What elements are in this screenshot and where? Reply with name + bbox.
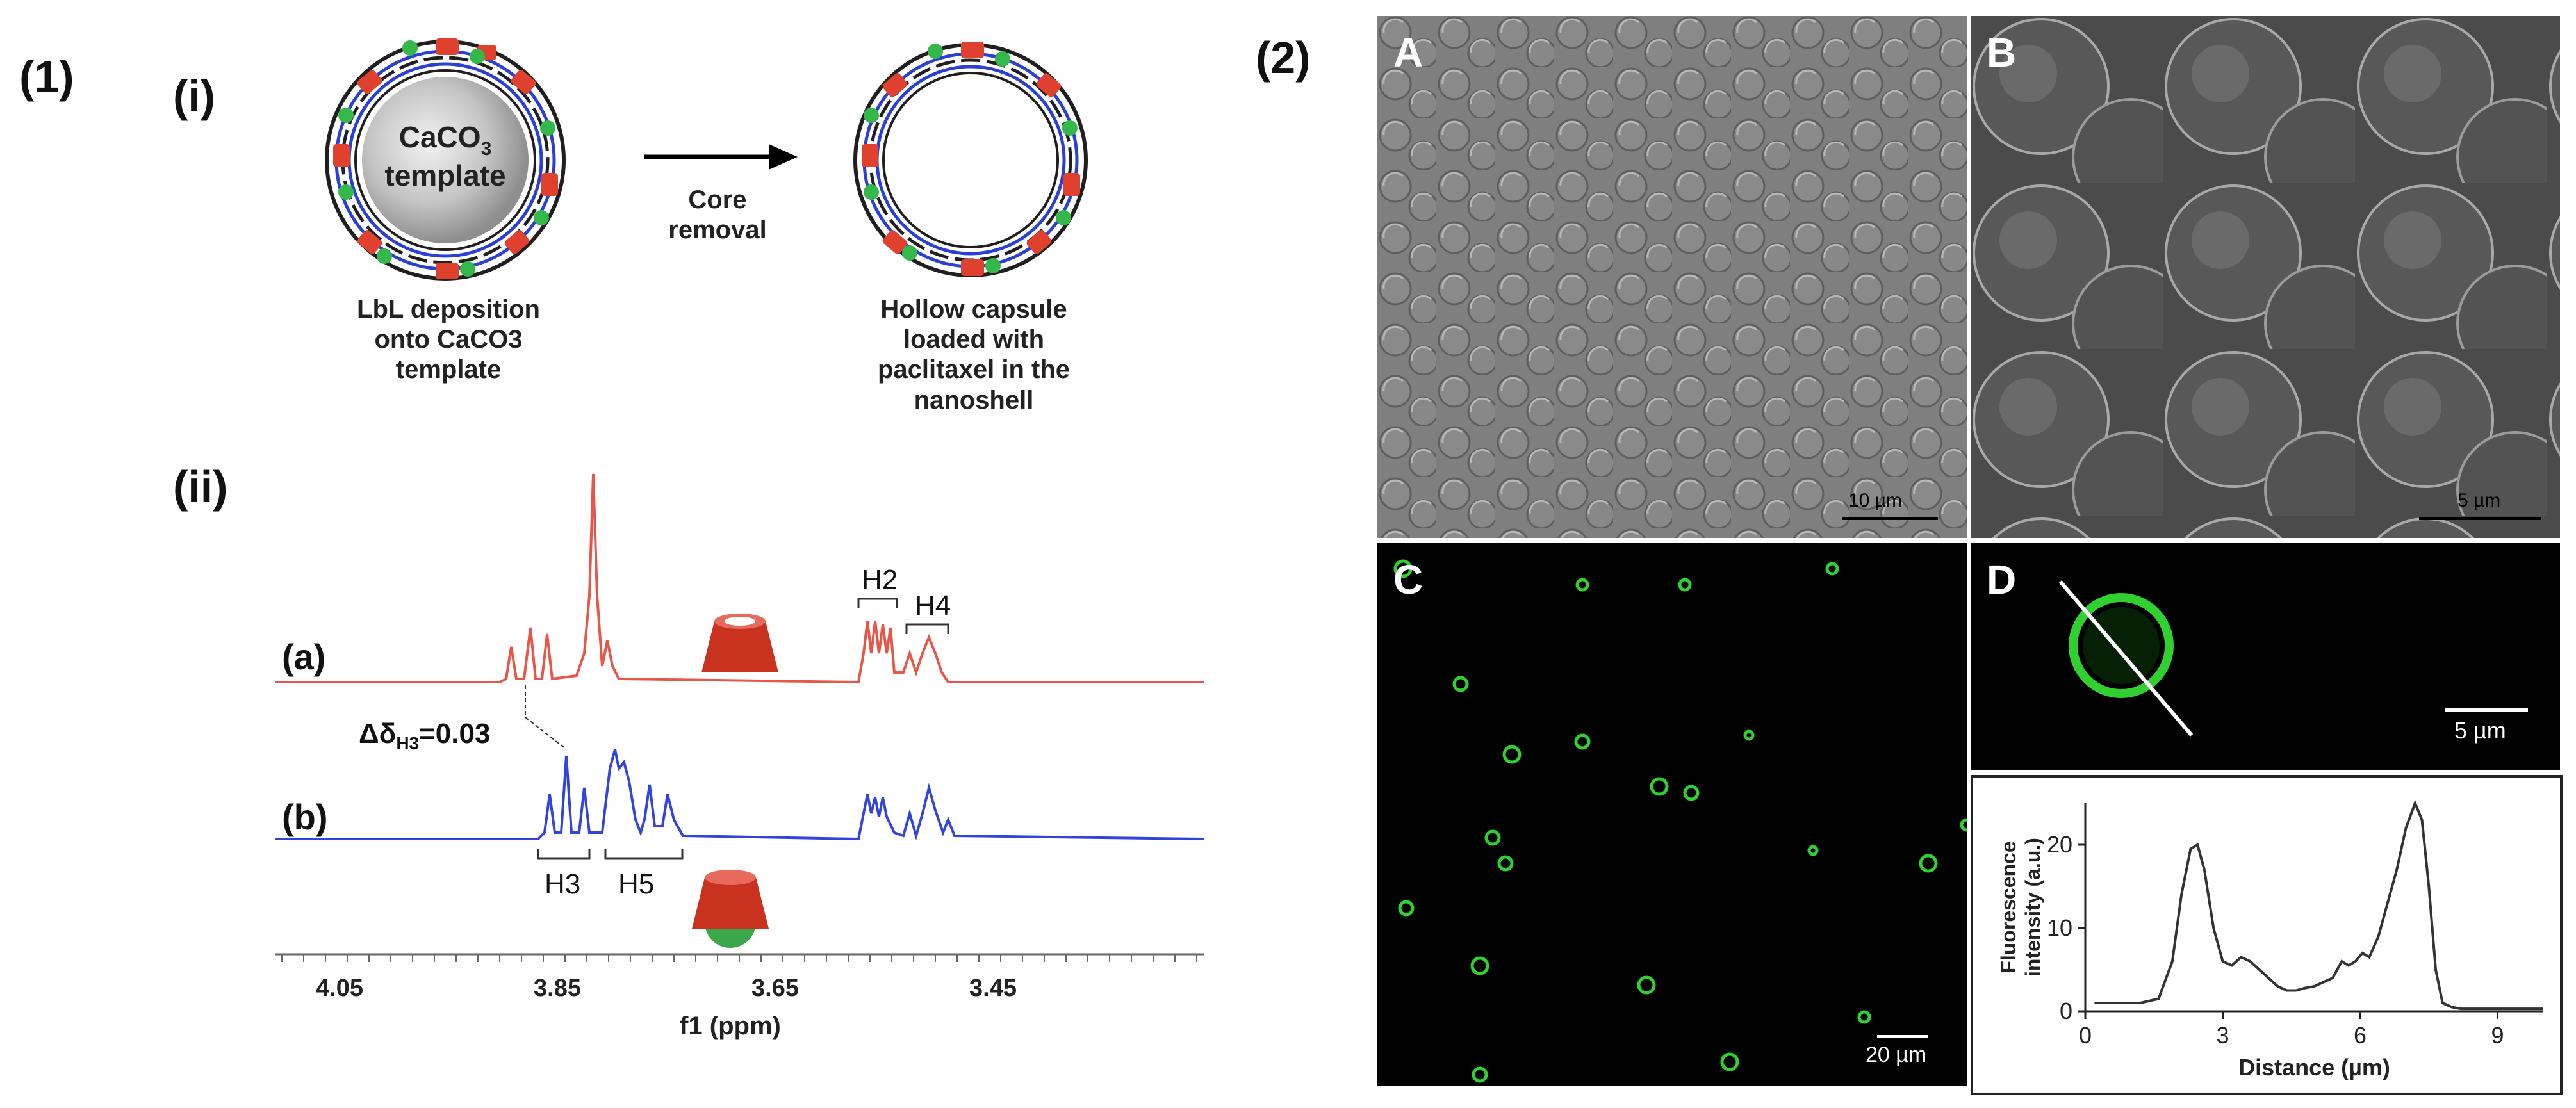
peak-h4-label: H4 — [915, 590, 951, 621]
micrograph-a-scale-text: 10 µm — [1848, 490, 1902, 511]
profile-x-tick-label-1: 3 — [2216, 1022, 2229, 1048]
intensity-profile-chart: 0 3 6 9 0 10 20 Distance (µm) Fluorescenceintens… — [1997, 799, 2543, 1080]
hollow-capsule — [853, 42, 1088, 277]
sub-ii-label: (ii) — [173, 462, 228, 512]
arrow-label-2: removal — [668, 216, 766, 244]
nmr-tick-1: 4.05 — [316, 975, 363, 1002]
micrograph-a-scale-bar — [1842, 517, 1938, 520]
micrograph-b-letter: B — [1987, 29, 2017, 76]
nmr-x-label: f1 (ppm) — [680, 1012, 781, 1040]
micrograph-d-scale-bar — [2445, 708, 2528, 712]
micrograph-d-letter: D — [1987, 557, 2017, 603]
nmr-spectra: (a) (b) ΔδH3=0.03 H2 H4 H3 H5 4.05 3.85 … — [275, 473, 1205, 1040]
intensity-profile-panel: 0 3 6 9 0 10 20 Distance (µm) Fluorescenceintens… — [1971, 775, 2563, 1095]
shift-annotation: ΔδH3=0.03 — [359, 718, 490, 753]
profile-x-tick-label-2: 6 — [2354, 1022, 2367, 1048]
micrograph-b-texture — [1971, 16, 2560, 538]
peak-h3-label: H3 — [545, 868, 580, 900]
profile-y-axis-label: Fluorescenceintensity (a.u.) — [1997, 838, 2044, 977]
template-label-2: template — [384, 159, 505, 192]
profile-x-axis-label: Distance (µm) — [2238, 1054, 2390, 1080]
spectrum-a-label: (a) — [282, 637, 325, 677]
micrograph-a-letter: A — [1393, 29, 1423, 76]
left-caption: LbL deposition onto CaCO3 template — [357, 295, 540, 384]
micrograph-c: C 20 µm — [1377, 543, 1967, 1086]
nmr-tick-4: 3.45 — [969, 975, 1017, 1002]
line-profile-path — [2058, 580, 2194, 737]
template-label: CaCO3 — [399, 120, 492, 159]
profile-x-tick-label-0: 0 — [2079, 1022, 2092, 1048]
spectrum-b-label: (b) — [282, 797, 328, 837]
arrow-label-1: Core — [688, 186, 746, 214]
nmr-tick-3: 3.65 — [751, 975, 799, 1002]
part-1-label: (1) — [19, 52, 74, 102]
profile-series-line — [2094, 799, 2543, 1011]
micrograph-c-scale-text: 20 µm — [1866, 1043, 1927, 1067]
micrograph-b-scale-text: 5 µm — [2457, 490, 2501, 511]
nmr-tick-2: 3.85 — [534, 975, 581, 1002]
micrograph-c-fluorescence — [1393, 559, 1967, 1083]
micrograph-b: B 5 µm — [1971, 16, 2560, 538]
lbl-capsule-with-core — [325, 38, 566, 281]
micrograph-d: D 5 µm — [1971, 543, 2560, 770]
profile-y-tick-label-2: 20 — [2047, 831, 2072, 858]
micrograph-a: A 10 µm — [1377, 16, 1967, 538]
profile-x-tick-label-3: 9 — [2491, 1022, 2504, 1048]
micrograph-b-scale-bar — [2419, 517, 2541, 520]
cyclodextrin-complex-icon-b — [692, 870, 769, 948]
micrograph-d-scale-text: 5 µm — [2454, 717, 2506, 744]
peak-h5-label: H5 — [618, 868, 654, 900]
capsule-schematic: CaCO3 template Core removal — [325, 38, 1088, 281]
sub-i-label: (i) — [173, 71, 216, 121]
spectrum-b — [275, 749, 1205, 841]
micrograph-c-letter: C — [1393, 557, 1423, 603]
micrograph-c-scale-bar — [1877, 1035, 1928, 1038]
micrograph-d-fluorescence — [2058, 580, 2194, 737]
part-2-label: (2) — [1256, 33, 1311, 83]
profile-y-tick-label-1: 10 — [2047, 915, 2072, 941]
micrograph-a-texture — [1377, 16, 1967, 538]
spectrum-a — [275, 473, 1204, 684]
cyclodextrin-icon-a — [701, 614, 778, 672]
profile-y-tick-label-0: 0 — [2060, 998, 2072, 1024]
right-caption: Hollow capsule loaded with paclitaxel in… — [877, 295, 1071, 414]
peak-h2-label: H2 — [862, 564, 898, 596]
